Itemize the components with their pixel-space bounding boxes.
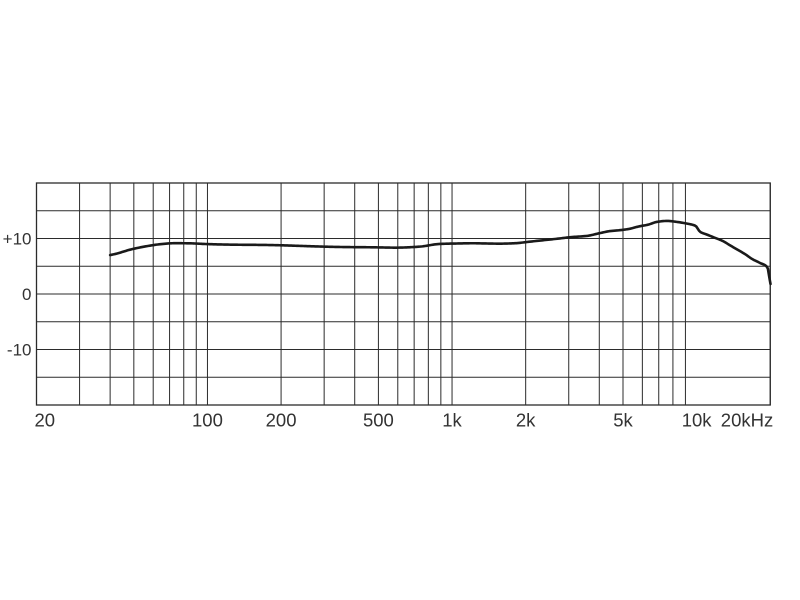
svg-text:-10: -10 bbox=[7, 341, 32, 360]
svg-text:20kHz: 20kHz bbox=[721, 410, 773, 431]
svg-text:20: 20 bbox=[35, 410, 56, 431]
svg-text:500: 500 bbox=[363, 410, 394, 431]
svg-text:5k: 5k bbox=[613, 410, 633, 431]
svg-text:+10: +10 bbox=[3, 230, 32, 249]
svg-text:0: 0 bbox=[22, 285, 31, 304]
svg-text:1k: 1k bbox=[442, 410, 462, 431]
svg-text:10k: 10k bbox=[682, 410, 713, 431]
svg-text:2k: 2k bbox=[516, 410, 536, 431]
svg-text:200: 200 bbox=[266, 410, 297, 431]
svg-text:100: 100 bbox=[192, 410, 223, 431]
